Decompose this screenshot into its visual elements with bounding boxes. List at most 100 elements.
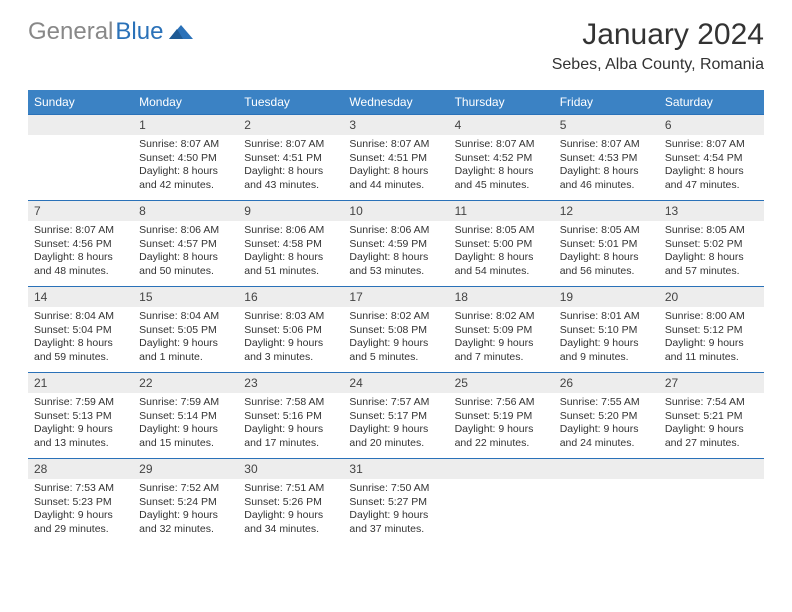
day-cell: 19Sunrise: 8:01 AMSunset: 5:10 PMDayligh…: [554, 287, 659, 373]
day-cell: 7Sunrise: 8:07 AMSunset: 4:56 PMDaylight…: [28, 201, 133, 287]
day-number: 3: [343, 115, 448, 135]
day-content: Sunrise: 8:02 AMSunset: 5:08 PMDaylight:…: [343, 307, 448, 371]
day-content: Sunrise: 8:04 AMSunset: 5:05 PMDaylight:…: [133, 307, 238, 371]
daylight-line: Daylight: 8 hours and 57 minutes.: [665, 251, 744, 277]
sunset-line: Sunset: 5:13 PM: [34, 410, 112, 422]
sunset-line: Sunset: 5:14 PM: [139, 410, 217, 422]
day-cell: 21 Sunrise: 7:59 AM Sunset: 5:13 PMDayligh…: [28, 373, 133, 459]
day-cell: 12Sunrise: 8:05 AMSunset: 5:01 PMDayligh…: [554, 201, 659, 287]
day-number: 23: [238, 373, 343, 393]
sunrise-line: Sunrise: 8:04 AM: [34, 310, 114, 322]
day-content: Sunrise: 7:56 AMSunset: 5:19 PMDaylight:…: [449, 393, 554, 457]
day-number: 26: [554, 373, 659, 393]
sunset-line: Sunset: 4:57 PM: [139, 238, 217, 250]
day-number: 5: [554, 115, 659, 135]
day-cell: 6Sunrise: 8:07 AMSunset: 4:54 PMDaylight…: [659, 115, 764, 201]
day-number: 17: [343, 287, 448, 307]
day-number: 4: [449, 115, 554, 135]
daylight-line: Daylight: 9 hours and 20 minutes.: [349, 423, 428, 449]
daylight-line: Daylight: 8 hours and 50 minutes.: [139, 251, 218, 277]
sunrise-line: Sunrise: 8:07 AM: [455, 138, 535, 150]
day-cell: 23Sunrise: 7:58 AMSunset: 5:16 PMDayligh…: [238, 373, 343, 459]
day-number: 7: [28, 201, 133, 221]
daylight-line: Daylight: 9 hours and 24 minutes.: [560, 423, 639, 449]
daylight-line: Daylight: 8 hours and 51 minutes.: [244, 251, 323, 277]
sunrise-line: Sunrise: 8:06 AM: [349, 224, 429, 236]
sunset-line: Sunset: 4:51 PM: [349, 152, 427, 164]
day-content: Sunrise: 8:07 AMSunset: 4:51 PMDaylight:…: [343, 135, 448, 199]
daylight-line: Daylight: 9 hours and 13 minutes.: [34, 423, 113, 449]
day-cell: 31Sunrise: 7:50 AMSunset: 5:27 PMDayligh…: [343, 459, 448, 545]
daylight-line: Daylight: 8 hours and 46 minutes.: [560, 165, 639, 191]
day-cell: 22Sunrise: 7:59 AMSunset: 5:14 PMDayligh…: [133, 373, 238, 459]
day-content: Sunrise: 7:50 AMSunset: 5:27 PMDaylight:…: [343, 479, 448, 543]
daylight-line: Daylight: 9 hours and 29 minutes.: [34, 509, 113, 535]
sunrise-line: Sunrise: 8:07 AM: [349, 138, 429, 150]
sunrise-line: Sunrise: 8:05 AM: [665, 224, 745, 236]
sunrise-line: Sunrise: 7:58 AM: [244, 396, 324, 408]
daylight-line: Daylight: 8 hours and 43 minutes.: [244, 165, 323, 191]
day-cell: 4Sunrise: 8:07 AMSunset: 4:52 PMDaylight…: [449, 115, 554, 201]
day-cell: 10Sunrise: 8:06 AMSunset: 4:59 PMDayligh…: [343, 201, 448, 287]
day-number: 9: [238, 201, 343, 221]
daylight-line: Daylight: 8 hours and 56 minutes.: [560, 251, 639, 277]
sunrise-line: Sunrise: 8:07 AM: [244, 138, 324, 150]
sunset-line: Sunset: 5:17 PM: [349, 410, 427, 422]
day-cell: 14Sunrise: 8:04 AMSunset: 5:04 PMDayligh…: [28, 287, 133, 373]
sunset-line: Sunset: 4:56 PM: [34, 238, 112, 250]
sunrise-line: Sunrise: 7:57 AM: [349, 396, 429, 408]
sunset-line: Sunset: 4:51 PM: [244, 152, 322, 164]
day-cell: 24Sunrise: 7:57 AMSunset: 5:17 PMDayligh…: [343, 373, 448, 459]
day-cell: 17Sunrise: 8:02 AMSunset: 5:08 PMDayligh…: [343, 287, 448, 373]
sunset-line: Sunset: 5:27 PM: [349, 496, 427, 508]
location-subtitle: Sebes, Alba County, Romania: [552, 56, 764, 74]
sunrise-line: Sunrise: 7:59 AM: [34, 396, 114, 408]
day-cell: 8Sunrise: 8:06 AMSunset: 4:57 PMDaylight…: [133, 201, 238, 287]
day-number: 15: [133, 287, 238, 307]
day-cell: 13Sunrise: 8:05 AMSunset: 5:02 PMDayligh…: [659, 201, 764, 287]
sunset-line: Sunset: 5:06 PM: [244, 324, 322, 336]
day-number: 31: [343, 459, 448, 479]
logo-text-grey: General: [28, 18, 113, 46]
daylight-line: Daylight: 9 hours and 37 minutes.: [349, 509, 428, 535]
sunrise-line: Sunrise: 8:05 AM: [560, 224, 640, 236]
day-cell: 27Sunrise: 7:54 AMSunset: 5:21 PMDayligh…: [659, 373, 764, 459]
day-content: Sunrise: 7:54 AMSunset: 5:21 PMDaylight:…: [659, 393, 764, 457]
sunset-line: Sunset: 5:00 PM: [455, 238, 533, 250]
day-content: Sunrise: 8:00 AMSunset: 5:12 PMDaylight:…: [659, 307, 764, 371]
day-header-cell: Friday: [554, 90, 659, 115]
sunrise-line: Sunrise: 7:56 AM: [455, 396, 535, 408]
sunset-line: Sunset: 5:24 PM: [139, 496, 217, 508]
day-content: Sunrise: 7:59 AM Sunset: 5:13 PMDaylight:…: [28, 393, 133, 457]
day-cell: 3Sunrise: 8:07 AMSunset: 4:51 PMDaylight…: [343, 115, 448, 201]
day-number: 16: [238, 287, 343, 307]
daylight-line: Daylight: 8 hours and 45 minutes.: [455, 165, 534, 191]
calendar-table: SundayMondayTuesdayWednesdayThursdayFrid…: [28, 90, 764, 545]
day-cell: 29Sunrise: 7:52 AMSunset: 5:24 PMDayligh…: [133, 459, 238, 545]
day-number: 21: [28, 373, 133, 393]
day-content: Sunrise: 7:51 AMSunset: 5:26 PMDaylight:…: [238, 479, 343, 543]
day-cell: 20Sunrise: 8:00 AMSunset: 5:12 PMDayligh…: [659, 287, 764, 373]
blank-daynum: [659, 459, 764, 479]
daylight-line: Daylight: 9 hours and 22 minutes.: [455, 423, 534, 449]
sunset-line: Sunset: 4:53 PM: [560, 152, 638, 164]
sunrise-line: Sunrise: 7:59 AM: [139, 396, 219, 408]
week-row: 1Sunrise: 8:07 AMSunset: 4:50 PMDaylight…: [28, 115, 764, 201]
day-header-cell: Wednesday: [343, 90, 448, 115]
day-content: Sunrise: 8:01 AMSunset: 5:10 PMDaylight:…: [554, 307, 659, 371]
day-header-cell: Sunday: [28, 90, 133, 115]
sunset-line: Sunset: 5:12 PM: [665, 324, 743, 336]
day-cell: 5Sunrise: 8:07 AMSunset: 4:53 PMDaylight…: [554, 115, 659, 201]
day-header-row: SundayMondayTuesdayWednesdayThursdayFrid…: [28, 90, 764, 115]
day-number: 18: [449, 287, 554, 307]
sunrise-line: Sunrise: 8:00 AM: [665, 310, 745, 322]
daylight-line: Daylight: 9 hours and 1 minute.: [139, 337, 218, 363]
sunrise-line: Sunrise: 7:55 AM: [560, 396, 640, 408]
sunrise-line: Sunrise: 8:07 AM: [139, 138, 219, 150]
day-header-cell: Saturday: [659, 90, 764, 115]
sunset-line: Sunset: 5:01 PM: [560, 238, 638, 250]
day-content: Sunrise: 8:05 AMSunset: 5:00 PMDaylight:…: [449, 221, 554, 285]
day-content: Sunrise: 8:07 AMSunset: 4:56 PMDaylight:…: [28, 221, 133, 285]
day-content: Sunrise: 8:07 AMSunset: 4:50 PMDaylight:…: [133, 135, 238, 199]
day-content: Sunrise: 8:06 AMSunset: 4:59 PMDaylight:…: [343, 221, 448, 285]
